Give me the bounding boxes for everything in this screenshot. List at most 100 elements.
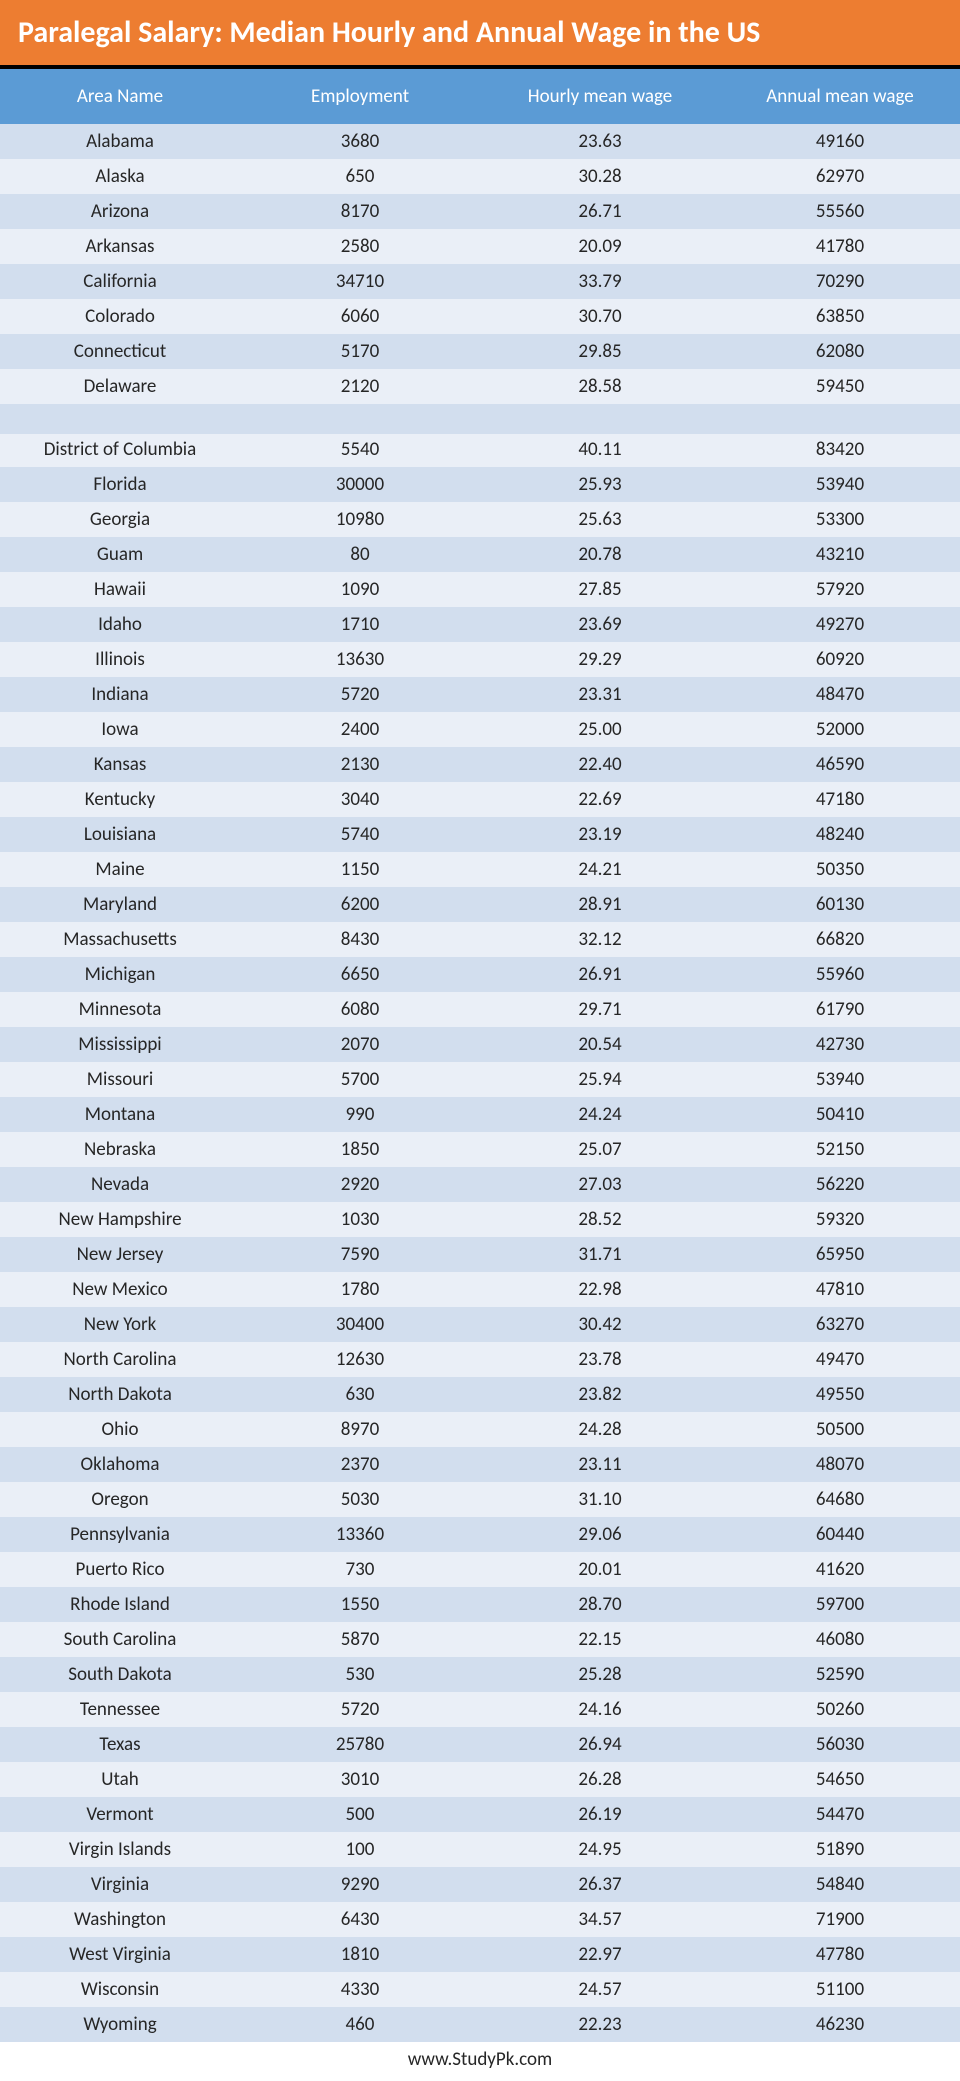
annual-cell: 60920 — [720, 642, 960, 677]
annual-cell: 51100 — [720, 1972, 960, 2007]
employment-cell: 5720 — [240, 677, 480, 712]
employment-cell: 13360 — [240, 1517, 480, 1552]
employment-cell: 1030 — [240, 1202, 480, 1237]
area-cell: Maryland — [0, 887, 240, 922]
employment-cell: 30000 — [240, 467, 480, 502]
employment-cell: 5540 — [240, 434, 480, 467]
annual-cell: 49470 — [720, 1342, 960, 1377]
hourly-cell: 22.23 — [480, 2007, 720, 2042]
annual-cell: 59700 — [720, 1587, 960, 1622]
annual-cell: 63850 — [720, 299, 960, 334]
hourly-cell: 31.10 — [480, 1482, 720, 1517]
annual-cell: 46080 — [720, 1622, 960, 1657]
area-cell: Mississippi — [0, 1027, 240, 1062]
hourly-cell: 28.70 — [480, 1587, 720, 1622]
table-row: Colorado606030.7063850 — [0, 299, 960, 334]
table-row: South Carolina587022.1546080 — [0, 1622, 960, 1657]
employment-cell: 10980 — [240, 502, 480, 537]
table-row: Montana99024.2450410 — [0, 1097, 960, 1132]
annual-cell: 54650 — [720, 1762, 960, 1797]
employment-cell: 3680 — [240, 124, 480, 159]
annual-cell: 53300 — [720, 502, 960, 537]
area-cell: South Carolina — [0, 1622, 240, 1657]
annual-cell: 59320 — [720, 1202, 960, 1237]
hourly-cell: 24.21 — [480, 852, 720, 887]
hourly-cell: 25.63 — [480, 502, 720, 537]
hourly-cell: 23.63 — [480, 124, 720, 159]
hourly-cell: 23.11 — [480, 1447, 720, 1482]
employment-cell: 1850 — [240, 1132, 480, 1167]
table-row: North Carolina1263023.7849470 — [0, 1342, 960, 1377]
hourly-cell: 30.42 — [480, 1307, 720, 1342]
table-row: Florida3000025.9353940 — [0, 467, 960, 502]
employment-cell: 730 — [240, 1552, 480, 1587]
table-row: Virginia929026.3754840 — [0, 1867, 960, 1902]
footer-link: www.StudyPk.com — [0, 2042, 960, 2081]
hourly-cell: 24.16 — [480, 1692, 720, 1727]
annual-cell: 46230 — [720, 2007, 960, 2042]
area-cell: Delaware — [0, 369, 240, 404]
col-employment: Employment — [240, 69, 480, 124]
table-row: Maine115024.2150350 — [0, 852, 960, 887]
table-row: Maryland620028.9160130 — [0, 887, 960, 922]
area-cell: Georgia — [0, 502, 240, 537]
table-row: North Dakota63023.8249550 — [0, 1377, 960, 1412]
area-cell: Oregon — [0, 1482, 240, 1517]
employment-cell: 1810 — [240, 1937, 480, 1972]
table-row: New Jersey759031.7165950 — [0, 1237, 960, 1272]
area-cell: Nebraska — [0, 1132, 240, 1167]
area-cell: Massachusetts — [0, 922, 240, 957]
area-cell: Virgin Islands — [0, 1832, 240, 1867]
employment-cell: 5740 — [240, 817, 480, 852]
area-cell: Maine — [0, 852, 240, 887]
table-row: Missouri570025.9453940 — [0, 1062, 960, 1097]
area-cell: Oklahoma — [0, 1447, 240, 1482]
col-area: Area Name — [0, 69, 240, 124]
annual-cell: 49550 — [720, 1377, 960, 1412]
table-row: Virgin Islands10024.9551890 — [0, 1832, 960, 1867]
area-cell: Kentucky — [0, 782, 240, 817]
employment-cell: 5720 — [240, 1692, 480, 1727]
hourly-cell: 23.82 — [480, 1377, 720, 1412]
area-cell: Alabama — [0, 124, 240, 159]
annual-cell: 50350 — [720, 852, 960, 887]
area-cell: Arizona — [0, 194, 240, 229]
employment-cell: 6200 — [240, 887, 480, 922]
area-cell: District of Columbia — [0, 434, 240, 467]
employment-cell: 3040 — [240, 782, 480, 817]
annual-cell: 50410 — [720, 1097, 960, 1132]
annual-cell: 83420 — [720, 434, 960, 467]
hourly-cell: 25.07 — [480, 1132, 720, 1167]
table-row: Louisiana574023.1948240 — [0, 817, 960, 852]
hourly-cell: 26.71 — [480, 194, 720, 229]
annual-cell: 50260 — [720, 1692, 960, 1727]
employment-cell: 30400 — [240, 1307, 480, 1342]
area-cell: Idaho — [0, 607, 240, 642]
area-cell: Connecticut — [0, 334, 240, 369]
hourly-cell: 23.19 — [480, 817, 720, 852]
annual-cell: 53940 — [720, 467, 960, 502]
annual-cell: 54840 — [720, 1867, 960, 1902]
hourly-cell: 29.29 — [480, 642, 720, 677]
employment-cell: 5870 — [240, 1622, 480, 1657]
area-cell: Virginia — [0, 1867, 240, 1902]
hourly-cell: 30.70 — [480, 299, 720, 334]
area-cell: Arkansas — [0, 229, 240, 264]
title-bar: Paralegal Salary: Median Hourly and Annu… — [0, 0, 960, 69]
area-cell: Alaska — [0, 159, 240, 194]
annual-cell: 65950 — [720, 1237, 960, 1272]
table-row: Alabama368023.6349160 — [0, 124, 960, 159]
annual-cell: 41620 — [720, 1552, 960, 1587]
table-row: Indiana572023.3148470 — [0, 677, 960, 712]
annual-cell: 52150 — [720, 1132, 960, 1167]
col-annual: Annual mean wage — [720, 69, 960, 124]
employment-cell: 1550 — [240, 1587, 480, 1622]
annual-cell: 54470 — [720, 1797, 960, 1832]
employment-cell: 80 — [240, 537, 480, 572]
table-row: Nebraska185025.0752150 — [0, 1132, 960, 1167]
area-cell: North Dakota — [0, 1377, 240, 1412]
annual-cell: 56030 — [720, 1727, 960, 1762]
annual-cell: 48070 — [720, 1447, 960, 1482]
annual-cell: 56220 — [720, 1167, 960, 1202]
area-cell: Tennessee — [0, 1692, 240, 1727]
